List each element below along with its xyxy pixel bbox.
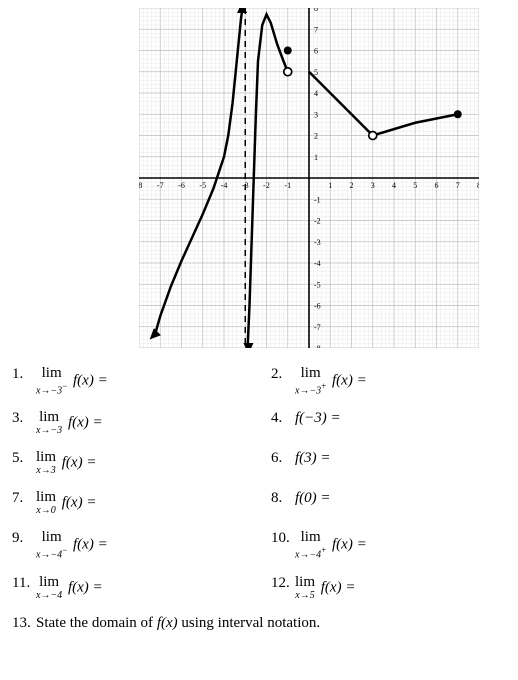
question-number: 4. [271, 410, 291, 427]
question-body: lim x→−4− f(x) = [36, 530, 108, 560]
svg-text:-3: -3 [314, 238, 321, 247]
svg-text:-4: -4 [314, 259, 321, 268]
svg-text:-7: -7 [157, 181, 164, 190]
svg-text:1: 1 [328, 181, 332, 190]
question-body: lim x→−4+ f(x) = [295, 530, 367, 560]
question-item: 4.f(−3) = [271, 410, 510, 436]
question-item: 6.f(3) = [271, 450, 510, 476]
svg-text:4: 4 [314, 89, 318, 98]
svg-text:5: 5 [314, 68, 318, 77]
svg-text:-5: -5 [314, 280, 321, 289]
svg-text:-7: -7 [314, 323, 321, 332]
question-item: 1. lim x→−3− f(x) = [12, 366, 251, 396]
svg-text:-1: -1 [314, 195, 321, 204]
question-number: 8. [271, 490, 291, 507]
question-body: lim x→−3+ f(x) = [295, 366, 367, 396]
svg-text:-1: -1 [284, 181, 291, 190]
question-number: 2. [271, 366, 291, 383]
limit-notation: lim x→−3+ [295, 366, 326, 396]
question-body: lim x→−4 f(x) = [36, 575, 103, 601]
question-item: 12. lim x→5 f(x) = [271, 575, 510, 601]
function-graph: -8-7-6-5-4-3-2-112345678-8-7-6-5-4-3-2-1… [139, 8, 479, 348]
question-number: 9. [12, 530, 32, 547]
question-list: 1. lim x→−3− f(x) = 2. lim x→−3+ f(x) = … [8, 366, 510, 632]
limit-notation: lim x→−3 [36, 410, 62, 436]
svg-text:6: 6 [435, 181, 439, 190]
question-item: 2. lim x→−3+ f(x) = [271, 366, 510, 396]
svg-text:3: 3 [371, 181, 375, 190]
question-number: 3. [12, 410, 32, 427]
svg-text:4: 4 [392, 181, 396, 190]
svg-text:1: 1 [314, 153, 318, 162]
limit-notation: lim x→−3− [36, 366, 67, 396]
question-item: 5. lim x→3 f(x) = [12, 450, 251, 476]
question-body: f(0) = [295, 490, 331, 507]
question-number: 1. [12, 366, 32, 383]
limit-notation: lim x→3 [36, 450, 56, 476]
svg-text:6: 6 [314, 47, 318, 56]
svg-text:-6: -6 [314, 302, 321, 311]
question-item: 8.f(0) = [271, 490, 510, 516]
svg-text:-2: -2 [314, 217, 321, 226]
question-body: lim x→3 f(x) = [36, 450, 96, 476]
svg-text:2: 2 [350, 181, 354, 190]
question-item: 13.State the domain of f(x) using interv… [12, 615, 510, 632]
question-body: State the domain of f(x) using interval … [36, 615, 320, 632]
svg-text:8: 8 [477, 181, 479, 190]
limit-notation: lim x→0 [36, 490, 56, 516]
svg-text:5: 5 [413, 181, 417, 190]
svg-text:-6: -6 [178, 181, 185, 190]
question-item: 9. lim x→−4− f(x) = [12, 530, 251, 560]
question-number: 10. [271, 530, 291, 547]
question-number: 13. [12, 615, 32, 632]
graph-area: -8-7-6-5-4-3-2-112345678-8-7-6-5-4-3-2-1… [108, 8, 510, 348]
question-number: 5. [12, 450, 32, 467]
question-body: lim x→0 f(x) = [36, 490, 96, 516]
question-body: lim x→−3− f(x) = [36, 366, 108, 396]
svg-text:7: 7 [314, 25, 318, 34]
question-item: 11. lim x→−4 f(x) = [12, 575, 251, 601]
question-number: 12. [271, 575, 291, 592]
question-number: 11. [12, 575, 32, 592]
svg-text:-8: -8 [314, 344, 321, 348]
svg-text:7: 7 [456, 181, 460, 190]
limit-notation: lim x→−4− [36, 530, 67, 560]
question-body: lim x→−3 f(x) = [36, 410, 103, 436]
question-number: 6. [271, 450, 291, 467]
svg-text:8: 8 [314, 8, 318, 13]
svg-text:2: 2 [314, 132, 318, 141]
svg-text:-4: -4 [221, 181, 228, 190]
question-body: f(3) = [295, 450, 331, 467]
question-body: lim x→5 f(x) = [295, 575, 355, 601]
limit-notation: lim x→−4 [36, 575, 62, 601]
question-item: 3. lim x→−3 f(x) = [12, 410, 251, 436]
svg-text:-8: -8 [139, 181, 142, 190]
question-number: 7. [12, 490, 32, 507]
limit-notation: lim x→−4+ [295, 530, 326, 560]
limit-notation: lim x→5 [295, 575, 315, 601]
question-item: 10. lim x→−4+ f(x) = [271, 530, 510, 560]
question-body: f(−3) = [295, 410, 341, 427]
svg-text:-5: -5 [199, 181, 206, 190]
question-item: 7. lim x→0 f(x) = [12, 490, 251, 516]
svg-text:-2: -2 [263, 181, 270, 190]
svg-text:3: 3 [314, 110, 318, 119]
